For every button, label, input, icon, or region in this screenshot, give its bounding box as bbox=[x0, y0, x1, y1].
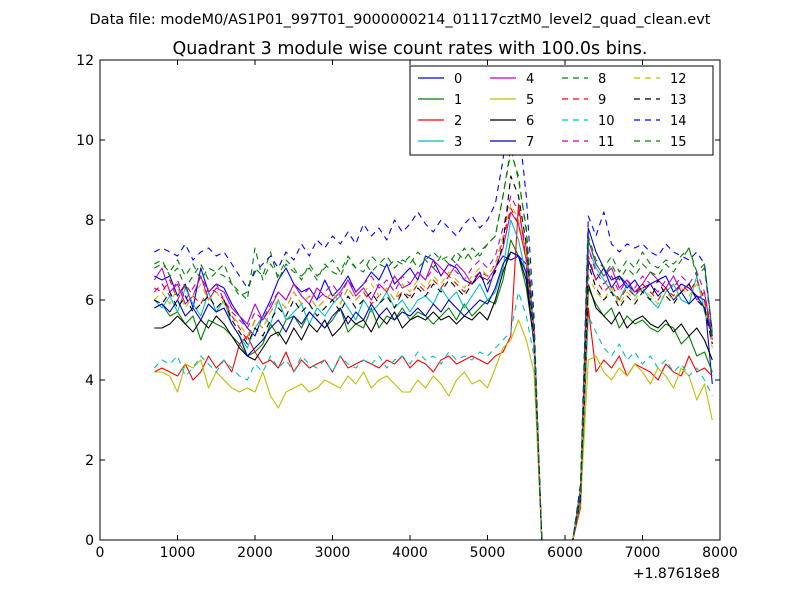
series-line-9 bbox=[154, 207, 713, 541]
chart-title: Quadrant 3 module wise count rates with … bbox=[173, 39, 648, 59]
x-tick-label: 5000 bbox=[470, 545, 506, 561]
chart-suptitle: Data file: modeM0/AS1P01_997T01_90000002… bbox=[90, 12, 711, 28]
axes: 0 1000 2000 3000 4000 5000 6000 7000 80000246810… bbox=[76, 53, 738, 561]
series-line-8 bbox=[154, 147, 713, 541]
legend-label-4: 4 bbox=[526, 72, 534, 87]
legend-label-8: 8 bbox=[598, 72, 606, 87]
legend-label-3: 3 bbox=[454, 135, 462, 150]
series-line-13 bbox=[154, 175, 713, 541]
legend-label-5: 5 bbox=[526, 93, 534, 108]
y-tick-label: 6 bbox=[85, 293, 94, 309]
series-line-10 bbox=[153, 291, 713, 541]
x-tick-label: 8000 bbox=[702, 545, 738, 561]
x-tick-label: 3000 bbox=[315, 545, 351, 561]
x-tick-label: 6000 bbox=[547, 545, 583, 561]
y-tick-label: 8 bbox=[85, 213, 94, 229]
series-line-11 bbox=[153, 195, 713, 541]
legend-label-13: 13 bbox=[670, 93, 687, 108]
x-tick-label: 2000 bbox=[237, 545, 273, 561]
legend-label-2: 2 bbox=[454, 114, 462, 129]
series-line-14 bbox=[154, 87, 713, 541]
legend-label-14: 14 bbox=[670, 114, 687, 129]
x-offset-label: +1.87618e8 bbox=[633, 566, 720, 582]
x-tick-label: 1000 bbox=[160, 545, 196, 561]
series-line-6 bbox=[154, 251, 713, 541]
legend-label-0: 0 bbox=[454, 72, 462, 87]
series-line-7 bbox=[154, 227, 713, 541]
legend-box bbox=[409, 65, 714, 156]
legend-label-9: 9 bbox=[598, 93, 606, 108]
legend-label-1: 1 bbox=[454, 93, 462, 108]
series-line-12 bbox=[153, 203, 713, 541]
legend-label-11: 11 bbox=[598, 135, 615, 150]
legend-label-15: 15 bbox=[670, 135, 687, 150]
series-line-15 bbox=[154, 151, 713, 541]
series-line-5 bbox=[154, 319, 713, 541]
y-tick-label: 12 bbox=[76, 53, 94, 69]
legend-label-10: 10 bbox=[598, 114, 615, 129]
x-tick-label: 0 bbox=[96, 545, 105, 561]
legend-label-7: 7 bbox=[526, 135, 534, 150]
legend-label-12: 12 bbox=[670, 72, 687, 87]
y-tick-label: 2 bbox=[85, 453, 94, 469]
y-tick-label: 10 bbox=[76, 133, 94, 149]
series-line-4 bbox=[153, 211, 713, 541]
x-tick-label: 7000 bbox=[625, 545, 661, 561]
series-line-0 bbox=[154, 255, 713, 541]
y-tick-label: 0 bbox=[85, 533, 94, 549]
y-tick-label: 4 bbox=[85, 373, 94, 389]
series-group bbox=[153, 87, 713, 541]
series-line-2 bbox=[154, 203, 713, 541]
legend-label-6: 6 bbox=[526, 114, 534, 129]
x-tick-label: 4000 bbox=[392, 545, 428, 561]
